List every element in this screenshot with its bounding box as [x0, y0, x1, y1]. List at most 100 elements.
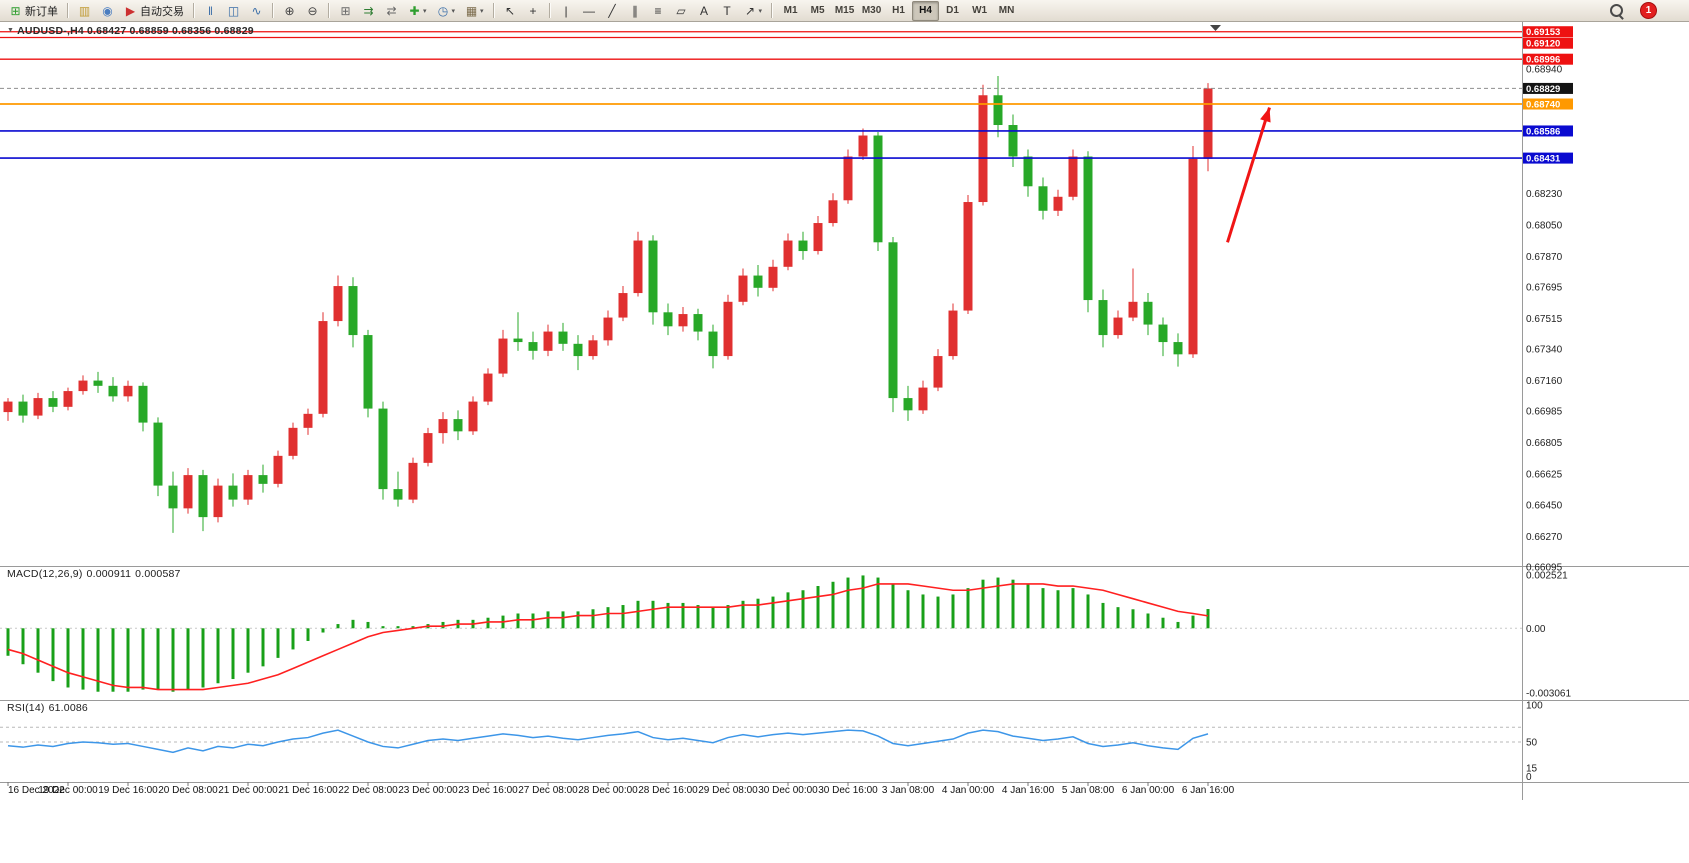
candle — [768, 259, 778, 292]
macd-histogram-bar — [906, 590, 910, 629]
new-order-icon: ⊞ — [10, 3, 21, 18]
macd-histogram-bar — [441, 621, 445, 629]
macd-histogram-bar — [816, 586, 820, 629]
horizontal-line-icon: — — [583, 3, 596, 18]
arrows-button[interactable]: ↗ ▾ — [740, 1, 767, 21]
candle — [1053, 189, 1063, 217]
macd-histogram-bar — [216, 628, 220, 684]
toolbar-separator — [67, 3, 69, 18]
indicators-button[interactable]: ✚ ▾ — [404, 1, 431, 21]
autotrading-button-label: 自动交易 — [140, 5, 184, 18]
price-axis-label: 0.67340 — [1526, 345, 1563, 356]
vertical-line-button[interactable]: | — [556, 1, 577, 21]
autotrading-button[interactable]: ▶ 自动交易 — [120, 1, 188, 21]
timeframe-button-mn[interactable]: MN — [998, 4, 1015, 16]
macd-histogram-bar — [1101, 602, 1105, 629]
candle — [183, 468, 193, 514]
macd-histogram-bar — [726, 605, 730, 629]
timeframe-button-h1[interactable]: H1 — [892, 4, 905, 16]
chart-shift-button[interactable]: ⇄ — [381, 1, 402, 21]
candle — [1023, 149, 1033, 197]
macd-histogram-bar — [846, 577, 850, 629]
timeframe-button-m5[interactable]: M5 — [810, 4, 825, 16]
symbol-marker-icon: ▼ — [7, 27, 15, 34]
macd-histogram-bar — [276, 628, 280, 658]
price-axis-label: 0.68230 — [1526, 189, 1563, 200]
macd-histogram-bar — [786, 592, 790, 629]
chart-shift-marker[interactable] — [1210, 25, 1221, 31]
zoom-out-button[interactable]: ⊖ — [302, 1, 323, 21]
candle — [963, 195, 973, 315]
macd-signal-line — [7, 583, 1209, 691]
candle — [588, 335, 598, 360]
search-button[interactable] — [1606, 1, 1627, 21]
timeframe-button-m1[interactable]: M1 — [783, 4, 798, 16]
trendline-button[interactable]: ╱ — [602, 1, 623, 21]
market-watch-button[interactable]: ◉ — [97, 1, 118, 21]
time-axis-label: 30 Dec 16:00 — [818, 785, 878, 796]
macd-histogram-bar — [171, 628, 175, 692]
time-axis-label: 29 Dec 08:00 — [698, 785, 758, 796]
zoom-in-button[interactable]: ⊕ — [279, 1, 300, 21]
periods-button[interactable]: ◷ ▾ — [433, 1, 460, 21]
tile-windows-button[interactable]: ⊞ — [335, 1, 356, 21]
line-chart-icon: ∿ — [251, 3, 262, 18]
candle — [288, 422, 298, 460]
label-button[interactable]: T — [717, 1, 738, 21]
text-icon: A — [700, 3, 709, 18]
macd-histogram-bar — [651, 600, 655, 629]
macd-histogram-bar — [1116, 607, 1120, 629]
timeframe-button-m15[interactable]: M15 — [834, 4, 855, 16]
auto-scroll-button[interactable]: ⇉ — [358, 1, 379, 21]
templates-button[interactable]: ▦ ▾ — [461, 1, 488, 21]
line-chart-button[interactable]: ∿ — [246, 1, 267, 21]
candle — [303, 408, 313, 435]
crosshair-button[interactable]: + — [523, 1, 544, 21]
timeframe-button-h4[interactable]: H4 — [912, 0, 940, 21]
charts-icon: ▥ — [78, 3, 91, 18]
candle — [228, 473, 238, 507]
trend-arrow-annotation[interactable] — [1226, 107, 1271, 243]
timeframe-button-m30[interactable]: M30 — [861, 4, 882, 16]
macd-value-main: 0.000911 — [86, 568, 132, 580]
timeframe-button-w1[interactable]: W1 — [972, 4, 988, 16]
candle — [1143, 293, 1153, 336]
charts-button[interactable]: ▥ — [74, 1, 95, 21]
toolbar-buttons: ⊞ 新订单 ▥ ◉ ▶ 自动交易 ‖ ◫ ∿ ⊕ ⊖ ⊞ ⇉ ⇄ ✚ ▾ ◷ ▾ ▦ ▾ ↖ + | — ╱ ∥ ≡ ▱ A T ↗ ▾ — [4, 1, 777, 21]
candle — [618, 286, 628, 322]
candle — [438, 412, 448, 444]
price-axis-label: 0.67515 — [1526, 314, 1563, 325]
macd-histogram-bar — [681, 602, 685, 629]
candle — [213, 478, 223, 523]
candle — [318, 312, 328, 418]
macd-histogram-bar — [321, 628, 325, 633]
zoom-in-icon: ⊕ — [284, 3, 295, 18]
candle — [108, 377, 118, 402]
trend-arrow-head — [1260, 107, 1271, 123]
macd-histogram-bar — [1176, 621, 1180, 629]
macd-histogram-bar — [876, 577, 880, 629]
candle — [813, 216, 823, 255]
timeframe-button-d1[interactable]: D1 — [946, 4, 959, 16]
channel-button[interactable]: ∥ — [625, 1, 646, 21]
cursor-button[interactable]: ↖ — [500, 1, 521, 21]
time-axis-label: 4 Jan 00:00 — [942, 785, 995, 796]
text-button[interactable]: A — [694, 1, 715, 21]
bar-chart-button[interactable]: ‖ — [200, 1, 221, 21]
time-axis-label: 27 Dec 08:00 — [518, 785, 578, 796]
macd-histogram-bar — [351, 619, 355, 629]
fibonacci-button[interactable]: ≡ — [648, 1, 669, 21]
candle — [1098, 289, 1108, 348]
shapes-button[interactable]: ▱ — [671, 1, 692, 21]
macd-histogram-bar — [696, 605, 700, 629]
macd-histogram-bar — [111, 628, 115, 692]
notification-badge[interactable]: 1 — [1640, 2, 1657, 19]
svg-text:0.68431: 0.68431 — [1526, 154, 1561, 165]
horizontal-line-button[interactable]: — — [579, 1, 600, 21]
candlestick-chart-button[interactable]: ◫ — [223, 1, 244, 21]
new-order-button[interactable]: ⊞ 新订单 — [5, 1, 62, 21]
candle — [933, 349, 943, 392]
candle — [168, 471, 178, 533]
